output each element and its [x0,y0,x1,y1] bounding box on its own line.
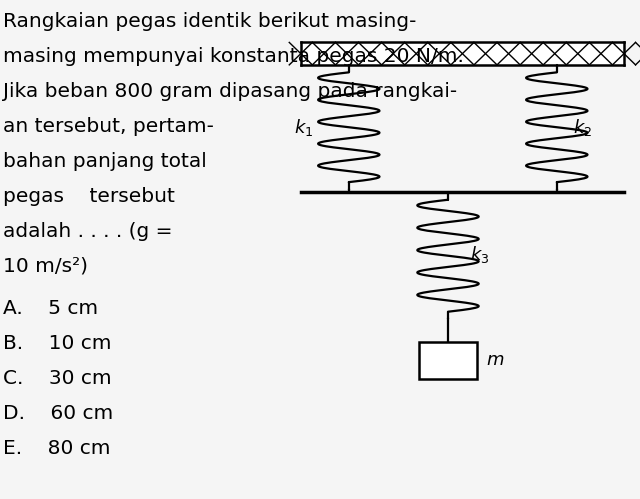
Text: pegas    tersebut: pegas tersebut [3,187,175,206]
Bar [419,342,477,379]
Text: D.    60 cm: D. 60 cm [3,404,113,423]
Text: $k_2$: $k_2$ [573,117,592,138]
Text: bahan panjang total: bahan panjang total [3,152,207,171]
Text: masing mempunyai konstanta pegas 20 N/m.: masing mempunyai konstanta pegas 20 N/m. [3,47,464,66]
Text: C.    30 cm: C. 30 cm [3,369,112,388]
Text: $k_1$: $k_1$ [294,117,314,138]
Text: an tersebut, pertam-: an tersebut, pertam- [3,117,214,136]
Text: A.    5 cm: A. 5 cm [3,299,99,318]
Text: Jika beban 800 gram dipasang pada rangkai-: Jika beban 800 gram dipasang pada rangka… [3,82,458,101]
Text: adalah . . . . (g =: adalah . . . . (g = [3,222,173,241]
Bar [301,42,624,65]
Text: $m$: $m$ [486,351,505,369]
Text: 10 m/s²): 10 m/s²) [3,257,88,276]
Text: Rangkaian pegas identik berikut masing-: Rangkaian pegas identik berikut masing- [3,12,417,31]
Text: $k_3$: $k_3$ [470,244,490,265]
Text: B.    10 cm: B. 10 cm [3,334,112,353]
Text: E.    80 cm: E. 80 cm [3,439,111,458]
